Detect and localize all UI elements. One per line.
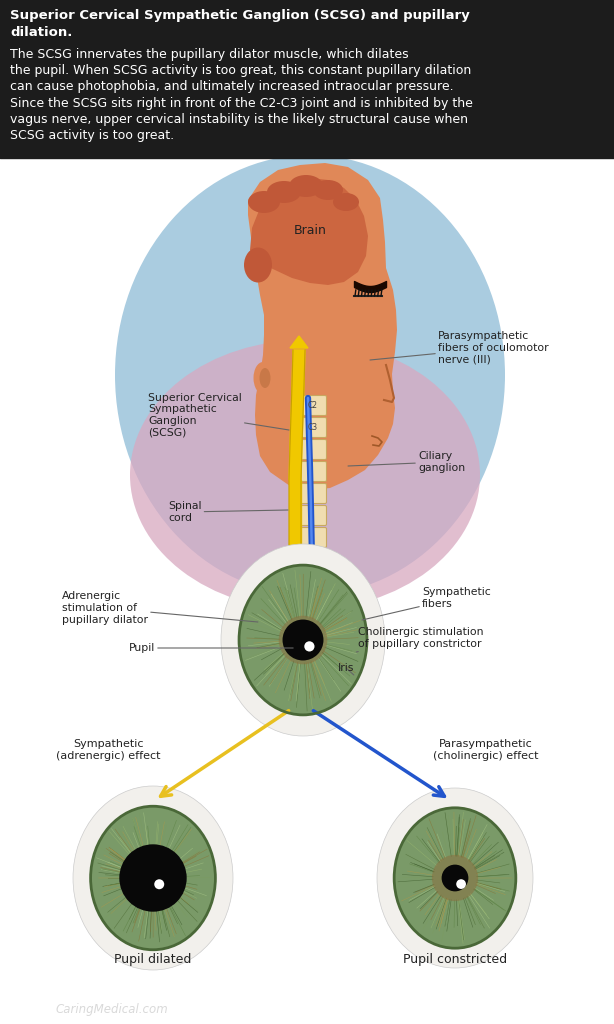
FancyBboxPatch shape — [293, 550, 327, 569]
FancyBboxPatch shape — [293, 527, 327, 548]
Text: Cholinergic stimulation
of pupillary constrictor: Cholinergic stimulation of pupillary con… — [356, 627, 483, 652]
Polygon shape — [290, 415, 303, 445]
Text: Sympathetic
(adrenergic) effect: Sympathetic (adrenergic) effect — [56, 739, 160, 761]
Ellipse shape — [239, 565, 367, 715]
Text: Adrenergic
stimulation of
pupillary dilator: Adrenergic stimulation of pupillary dila… — [62, 592, 258, 625]
Polygon shape — [289, 445, 302, 480]
Text: Brain: Brain — [293, 223, 327, 237]
Ellipse shape — [119, 845, 187, 911]
Text: Superior Cervical
Sympathetic
Ganglion
(SCSG): Superior Cervical Sympathetic Ganglion (… — [148, 392, 289, 437]
Ellipse shape — [456, 880, 466, 889]
Text: Parasympathetic
(cholinergic) effect: Parasympathetic (cholinergic) effect — [433, 739, 538, 761]
Ellipse shape — [260, 368, 271, 388]
FancyBboxPatch shape — [293, 418, 327, 437]
Ellipse shape — [377, 788, 533, 968]
Polygon shape — [289, 480, 301, 510]
Text: C3: C3 — [308, 423, 318, 431]
Ellipse shape — [282, 620, 324, 660]
Ellipse shape — [154, 880, 164, 889]
Ellipse shape — [267, 181, 301, 203]
FancyBboxPatch shape — [293, 506, 327, 525]
Text: Iris: Iris — [338, 663, 354, 675]
FancyBboxPatch shape — [293, 439, 327, 460]
FancyBboxPatch shape — [293, 462, 327, 481]
Ellipse shape — [73, 786, 233, 970]
Polygon shape — [248, 163, 397, 490]
Ellipse shape — [333, 193, 359, 211]
Polygon shape — [250, 178, 368, 285]
Polygon shape — [290, 336, 308, 348]
Ellipse shape — [221, 544, 385, 736]
Text: C2: C2 — [308, 400, 318, 410]
Ellipse shape — [115, 155, 505, 595]
FancyBboxPatch shape — [293, 395, 327, 416]
Text: The SCSG innervates the pupillary dilator muscle, which dilates
the pupil. When : The SCSG innervates the pupillary dilato… — [10, 48, 473, 142]
Polygon shape — [291, 385, 304, 415]
Text: Pupil constricted: Pupil constricted — [403, 953, 507, 967]
Ellipse shape — [244, 248, 272, 283]
Text: Parasympathetic
fibers of oculomotor
nerve (III): Parasympathetic fibers of oculomotor ner… — [370, 332, 549, 365]
Ellipse shape — [441, 864, 468, 891]
Ellipse shape — [432, 855, 478, 901]
Ellipse shape — [313, 180, 343, 200]
Text: Superior Cervical Sympathetic Ganglion (SCSG) and pupillary
dilation.: Superior Cervical Sympathetic Ganglion (… — [10, 9, 470, 39]
Ellipse shape — [254, 362, 273, 394]
Polygon shape — [289, 510, 301, 545]
Text: Pupil dilated: Pupil dilated — [114, 953, 192, 967]
Text: CaringMedical.com: CaringMedical.com — [55, 1004, 168, 1017]
FancyBboxPatch shape — [293, 483, 327, 504]
Text: Sympathetic
fibers: Sympathetic fibers — [362, 587, 491, 620]
Ellipse shape — [279, 615, 327, 665]
Ellipse shape — [91, 806, 216, 950]
Ellipse shape — [130, 854, 177, 902]
Ellipse shape — [130, 340, 480, 610]
Polygon shape — [292, 350, 305, 385]
Ellipse shape — [394, 808, 516, 948]
Text: Spinal
cord: Spinal cord — [168, 501, 288, 523]
Ellipse shape — [248, 191, 280, 213]
Text: Pupil: Pupil — [129, 643, 293, 653]
Text: Ciliary
ganglion: Ciliary ganglion — [348, 452, 465, 473]
Ellipse shape — [305, 641, 314, 651]
Ellipse shape — [289, 175, 323, 197]
Polygon shape — [289, 545, 301, 575]
